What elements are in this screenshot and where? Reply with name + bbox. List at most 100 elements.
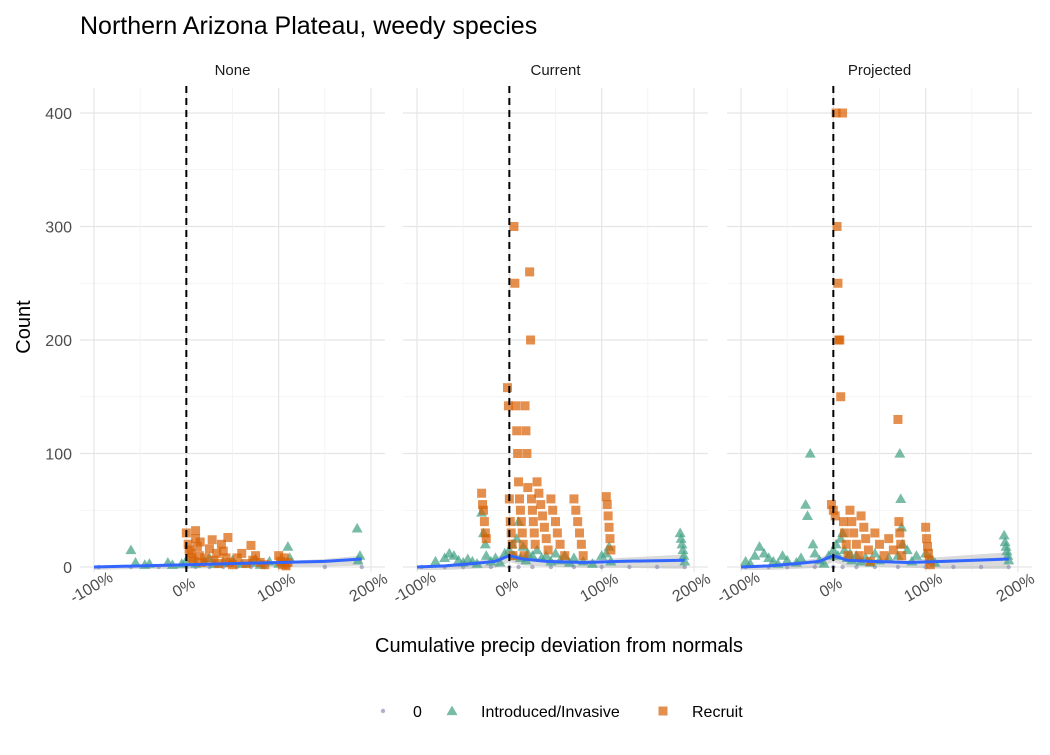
legend: 0 Introduced/Invasive Recruit: [380, 704, 743, 721]
data-point-recruit: [893, 414, 903, 424]
data-point-introduced: [818, 558, 830, 568]
data-point-recruit: [510, 278, 520, 288]
data-point-recruit: [204, 544, 214, 554]
y-tick-label: 0: [63, 560, 72, 577]
data-point-recruit: [838, 108, 848, 118]
data-point-recruit: [209, 555, 219, 565]
data-point-recruit: [248, 555, 258, 565]
data-point-0: [682, 564, 687, 570]
data-point-recruit: [191, 526, 201, 536]
data-point-recruit: [539, 522, 549, 532]
data-point-recruit: [223, 532, 233, 542]
data-point-introduced: [1001, 545, 1013, 556]
data-point-recruit: [194, 551, 204, 561]
data-point-introduced: [894, 448, 906, 458]
data-point-recruit: [552, 528, 562, 538]
data-point-introduced: [674, 527, 686, 538]
data-point-recruit: [895, 528, 905, 538]
data-point-introduced: [678, 550, 690, 560]
data-point-recruit: [478, 505, 488, 515]
data-point-introduced: [804, 448, 816, 458]
data-point-introduced: [675, 533, 687, 543]
data-point-recruit: [237, 548, 247, 558]
data-point-0: [627, 564, 632, 570]
legend-label: 0: [413, 704, 422, 721]
series-introduced-invasive: [740, 448, 1015, 568]
data-point-recruit: [514, 477, 524, 487]
data-point-0: [978, 564, 984, 570]
data-point-0: [840, 564, 845, 570]
data-point-recruit: [507, 539, 517, 549]
legend-label: Recruit: [692, 704, 743, 721]
data-point-0: [322, 564, 328, 570]
data-point-recruit: [511, 401, 521, 411]
data-point-recruit: [525, 267, 535, 277]
data-point-recruit: [601, 492, 611, 502]
facet-panel: Current -100% 0% 100% 200%: [390, 62, 713, 607]
data-point-recruit: [517, 528, 527, 538]
data-point-recruit: [835, 335, 845, 345]
data-point-recruit: [573, 517, 583, 527]
data-point-recruit: [923, 542, 933, 552]
data-point-recruit: [897, 551, 907, 561]
x-tick-label: 100%: [254, 571, 298, 606]
y-tick-label: 300: [45, 220, 72, 237]
data-point-recruit: [863, 545, 873, 555]
data-point-recruit: [478, 500, 488, 510]
data-point-recruit: [221, 553, 231, 563]
data-point-recruit: [477, 488, 487, 498]
data-point-introduced: [494, 556, 506, 567]
data-point-recruit: [509, 222, 519, 231]
y-tick-label: 200: [45, 333, 72, 350]
data-point-recruit: [602, 500, 612, 510]
data-point-introduced: [795, 552, 807, 563]
data-point-recruit: [546, 494, 556, 504]
chart-title: Northern Arizona Plateau, weedy species: [80, 12, 537, 40]
data-point-recruit: [541, 534, 551, 544]
data-point-recruit: [251, 551, 261, 561]
data-point-recruit: [849, 528, 859, 538]
data-point-introduced: [125, 544, 137, 555]
data-point-recruit: [859, 522, 869, 532]
data-point-0: [812, 564, 818, 570]
data-point-recruit: [870, 528, 880, 538]
x-tick-label: 0%: [170, 575, 199, 601]
data-point-recruit: [481, 534, 491, 544]
data-point-recruit: [212, 548, 222, 558]
data-point-introduced: [568, 552, 580, 563]
data-point-recruit: [536, 500, 546, 510]
data-point-introduced: [677, 544, 689, 555]
data-point-recruit: [576, 539, 586, 549]
data-point-introduced: [282, 541, 294, 551]
facet-strip-label: None: [215, 62, 251, 79]
series-recruit: [477, 222, 616, 561]
data-point-recruit: [216, 539, 226, 549]
x-tick-label: 100%: [577, 571, 621, 606]
data-point-recruit: [888, 545, 898, 555]
data-point-recruit: [555, 539, 565, 549]
data-point-introduced: [130, 556, 142, 567]
data-point-introduced: [781, 554, 793, 565]
data-point-recruit: [502, 383, 512, 393]
legend-entry: 0: [380, 704, 422, 721]
data-point-recruit: [831, 108, 841, 118]
facet-panel: Projected -100% 0% 100% 200%: [714, 62, 1037, 607]
data-point-recruit: [526, 494, 536, 504]
smooth-line: [416, 554, 685, 569]
data-point-recruit: [658, 706, 668, 716]
data-point-recruit: [515, 505, 525, 515]
x-tick-label: -100%: [714, 569, 763, 607]
data-point-0: [380, 708, 386, 714]
data-point-recruit: [548, 505, 558, 515]
data-point-recruit: [513, 449, 523, 458]
data-point-recruit: [606, 545, 616, 555]
data-point-introduced: [998, 529, 1010, 540]
facet-strip-label: Projected: [848, 62, 911, 79]
data-point-introduced: [351, 522, 363, 533]
data-point-recruit: [279, 553, 289, 563]
x-tick-label: 0%: [493, 575, 522, 601]
data-point-recruit: [884, 534, 894, 544]
data-point-recruit: [191, 534, 201, 544]
data-point-0: [854, 564, 859, 570]
